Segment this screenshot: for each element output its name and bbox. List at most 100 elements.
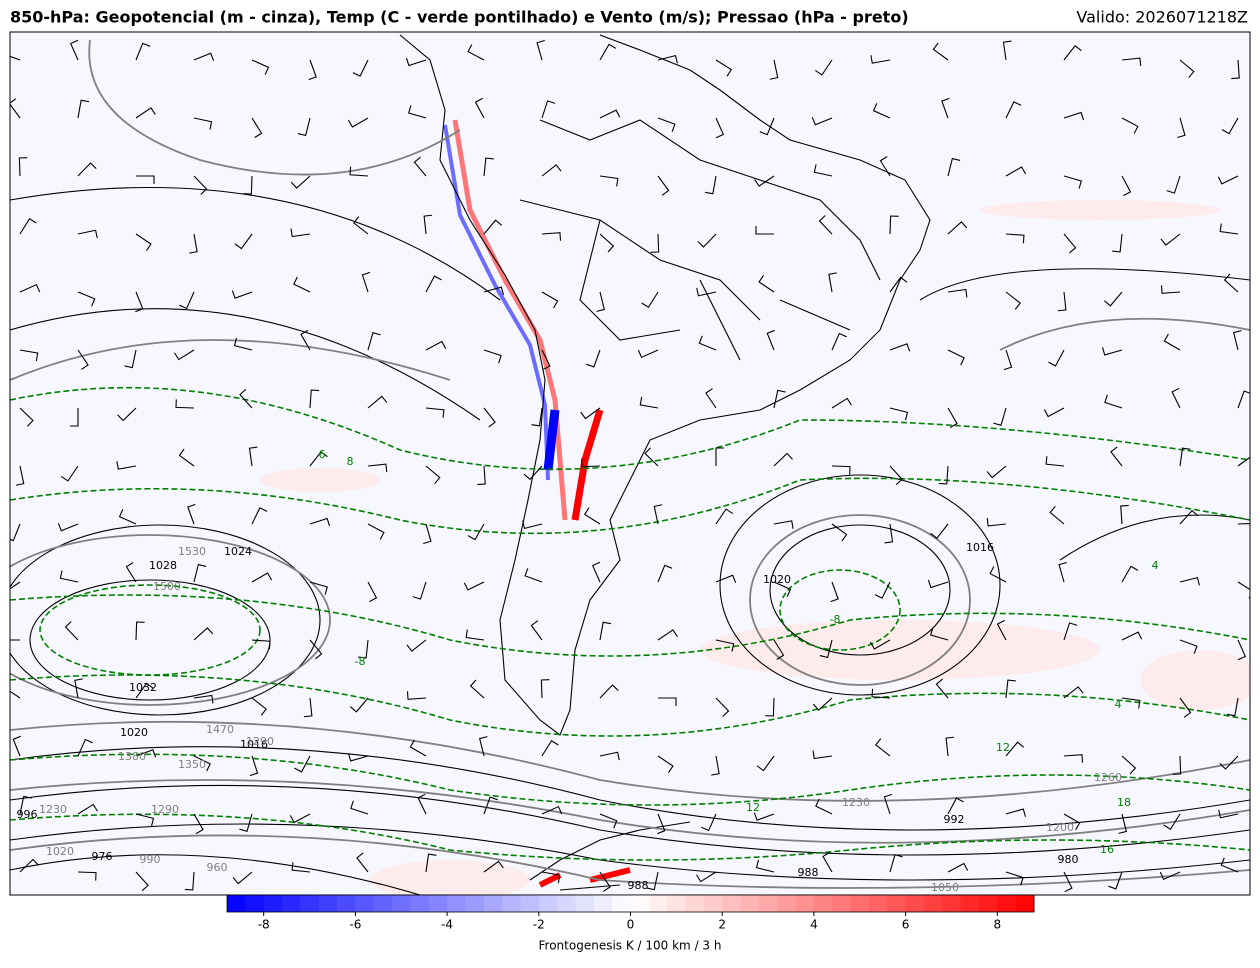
wind-barb [1120,504,1129,525]
wind-barb [657,813,666,835]
colorbar-segment [355,895,375,912]
wind-barb [932,42,949,61]
wind-barb [580,407,601,420]
wind-barb [19,795,32,815]
colorbar-segment [538,895,558,912]
colorbar-segment [245,895,265,912]
wind-barb [1049,505,1065,525]
colorbar-tick-label: 4 [810,918,818,932]
wind-barb [303,697,313,718]
height-label: 1470 [206,723,234,736]
colorbar-segment [465,895,485,912]
wind-barb [193,175,208,195]
wind-barb [765,697,775,717]
wind-barb [644,447,659,467]
colorbar-segment [978,895,998,912]
wind-barb [425,340,447,351]
height-label: 1200 [1046,821,1074,834]
wind-barb [1005,166,1027,177]
colorbar-segment [740,895,760,912]
wind-barb [758,274,775,293]
wind-barb [408,105,427,119]
wind-barb [591,561,601,583]
wind-barb [1002,40,1012,61]
wind-barb [879,156,891,177]
wind-barb [523,465,543,481]
wind-barb [715,59,733,77]
wind-barb [290,175,311,189]
colorbar-tick-label: 2 [718,918,726,932]
wind-barb [1163,333,1181,351]
wind-barb [135,813,155,827]
wind-barb [947,221,968,235]
wind-barb [405,57,427,67]
temperature-label: 12 [746,801,760,814]
colorbar-segment [373,895,393,912]
wind-barb [889,343,911,352]
pressure-label: 996 [17,808,38,821]
valid-time: Valido: 2026071218Z [1076,8,1248,27]
wind-barb [599,43,617,61]
wind-barb [596,291,606,312]
wind-barb [1221,117,1239,135]
wind-barb [657,564,673,583]
wind-barb [350,800,369,815]
wind-barb [658,697,677,706]
wind-barb [77,871,97,881]
wind-barb [135,233,152,252]
wind-barb [12,735,21,757]
wind-barb [251,639,271,650]
wind-barb [19,858,39,873]
colorbar-segment [923,895,943,912]
wind-barb [889,407,909,421]
wind-barb [463,581,485,591]
wind-barb [308,59,317,81]
wind-barb [599,621,612,641]
wind-barb [57,523,79,532]
colorbar-segment [1015,895,1035,912]
colorbar-segment [428,895,448,912]
wind-barb [1177,117,1186,139]
colorbar-segment [502,895,521,912]
wind-barb [1110,446,1123,467]
wind-barb [536,39,545,61]
wind-barb [773,639,785,660]
wind-barb [77,229,98,239]
wind-barb [1005,233,1025,244]
wind-barb [541,349,551,371]
wind-barb [753,812,775,821]
wind-barb [135,42,151,61]
wind-barb [831,523,848,542]
wind-barb [1237,523,1250,525]
wind-barb [1112,233,1123,253]
wind-barb [64,621,79,641]
colorbar-segment [648,895,668,912]
wind-barb [193,627,214,641]
wind-barb [646,871,659,891]
wind-barb [704,175,717,195]
wind-barb [947,157,961,177]
wind-barb [1217,175,1239,185]
wind-barb [1220,857,1239,873]
colorbar-segment [758,895,778,912]
wind-barb [766,329,775,351]
wind-barb [425,465,441,485]
wind-barb [1172,755,1182,775]
wind-barb [77,162,97,177]
temperature-label: 4 [1115,698,1122,711]
colorbar-segment [447,895,466,912]
wind-barb [367,581,378,603]
wind-barb [367,395,388,409]
wind-barb [243,175,253,195]
wind-barb [349,697,369,713]
wind-barb [657,629,678,641]
wind-barb [541,164,562,177]
wind-barb [541,232,562,241]
wind-barb [483,796,498,815]
wind-barb [347,753,369,762]
wind-barb [417,793,427,815]
wind-barb [10,55,21,61]
wind-barb [412,581,427,600]
wind-barb [425,275,442,293]
pressure-label: 988 [798,866,819,879]
